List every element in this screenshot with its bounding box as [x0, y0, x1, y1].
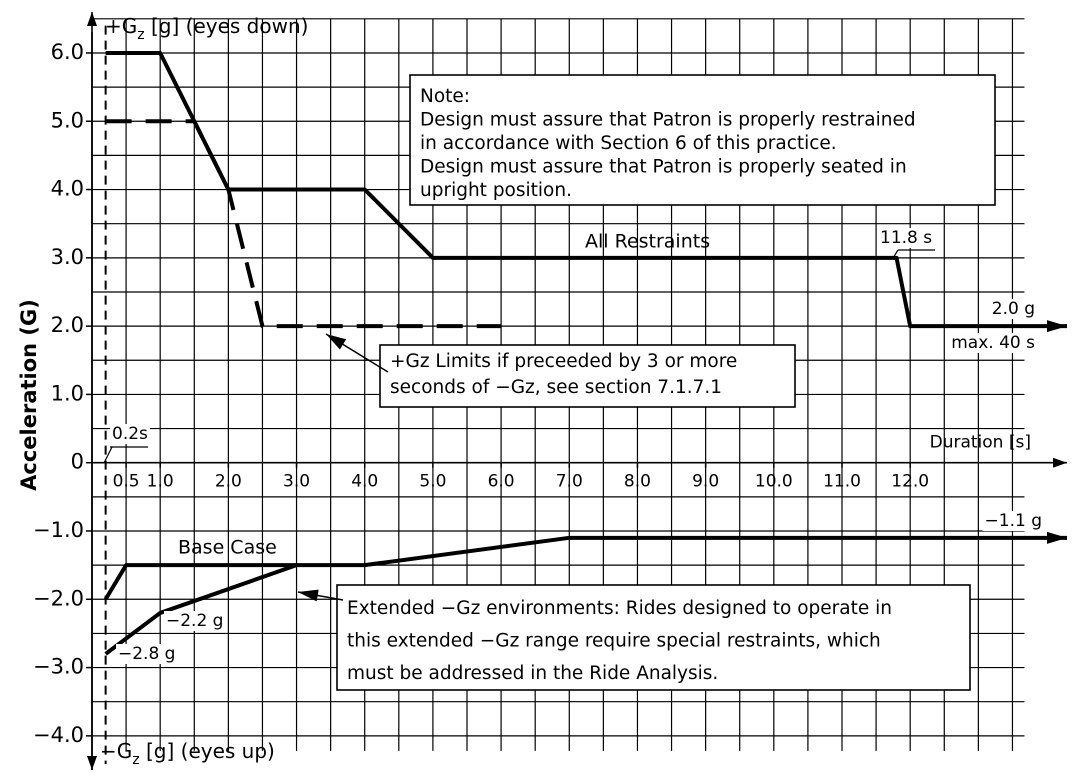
y-tick-label: 2.0 — [51, 313, 84, 337]
y-tick-label: 5.0 — [51, 108, 84, 132]
leader — [892, 249, 899, 259]
annotation-bg — [878, 228, 935, 248]
note-box — [379, 344, 796, 408]
x-axis-label: Duration [s] — [930, 433, 1031, 453]
x-tick-label: 6.0 — [488, 472, 515, 492]
series-label: Base Case — [178, 537, 277, 559]
note-box — [336, 584, 971, 691]
note-line: this extended −Gz range require special … — [347, 631, 881, 652]
y-tick-label: 4.0 — [51, 177, 84, 201]
note-line: in accordance with Section 6 of this pra… — [420, 133, 837, 154]
annotation: 11.8 s — [880, 228, 932, 248]
annotation: 0.2s — [112, 424, 148, 444]
x-tick-label: 3.0 — [283, 472, 310, 492]
x-tick-label: 9.0 — [692, 472, 719, 492]
annotation: −2.2 g — [166, 611, 223, 631]
x-tick-label: 0.5 — [113, 472, 140, 492]
y-tick-label: 1.0 — [51, 381, 84, 405]
annotation: 2.0 g — [992, 299, 1035, 319]
annotation-bg — [949, 333, 1038, 353]
note-line: Note: — [420, 86, 470, 107]
annotation-bg — [989, 299, 1037, 319]
series-label: All Restraints — [585, 231, 710, 253]
annotation: −2.8 g — [118, 644, 175, 664]
label-part: [g] (eyes up) — [140, 739, 275, 763]
label-part: z — [137, 27, 144, 43]
label-part: +G — [105, 14, 137, 38]
label-part: −G — [100, 739, 132, 763]
x-tick-label: 2.0 — [215, 472, 242, 492]
annotation: max. 40 s — [951, 333, 1035, 353]
x-tick-label: 7.0 — [556, 472, 583, 492]
y-tick-label: 3.0 — [51, 245, 84, 269]
note-line: Extended −Gz environments: Rides designe… — [347, 598, 892, 619]
label-part: z — [132, 752, 139, 768]
annotation-bg — [110, 424, 151, 444]
y-axis-end-label: +Gz [g] (eyes down) — [105, 14, 308, 44]
series-line — [104, 563, 298, 656]
note-line: must be addressed in the Ride Analysis. — [347, 663, 718, 684]
leader — [103, 446, 113, 464]
note-line: seconds of −Gz, see section 7.1.7.1 — [390, 377, 722, 398]
annotation: −1.1 g — [985, 511, 1042, 531]
annotation-bg — [116, 644, 178, 664]
note-box — [409, 74, 996, 206]
annotation-bg — [164, 611, 226, 631]
annotation-bg — [982, 511, 1044, 531]
y-axis-label: Acceleration (G) — [17, 299, 41, 491]
label-part: [g] (eyes down) — [145, 14, 309, 38]
x-tick-label: 5.0 — [419, 472, 446, 492]
x-tick-label: 8.0 — [624, 472, 651, 492]
pointer-arrow — [325, 333, 389, 373]
series-line — [105, 50, 1067, 333]
y-tick-label: −2.0 — [33, 586, 84, 610]
pointer-arrow — [297, 589, 344, 602]
x-tick-label: 1.0 — [147, 472, 174, 492]
y-tick-label: −4.0 — [33, 723, 84, 747]
note-line: upright position. — [420, 180, 572, 201]
y-axis-end-label: −Gz [g] (eyes up) — [100, 739, 275, 769]
y-tick-label: −1.0 — [33, 518, 84, 542]
note-line: +Gz Limits if preceeded by 3 or more — [390, 351, 737, 372]
note-line: Design must assure that Patron is proper… — [420, 110, 916, 131]
y-tick-label: −3.0 — [33, 655, 84, 679]
x-tick-label: 11.0 — [823, 472, 861, 492]
note-line: Design must assure that Patron is proper… — [420, 157, 907, 178]
y-tick-label: 0 — [71, 450, 84, 474]
x-tick-label: 10.0 — [755, 472, 793, 492]
x-tick-label: 12.0 — [891, 472, 929, 492]
x-tick-label: 4.0 — [351, 472, 378, 492]
series-line — [103, 531, 1067, 601]
y-tick-label: 6.0 — [51, 40, 84, 64]
